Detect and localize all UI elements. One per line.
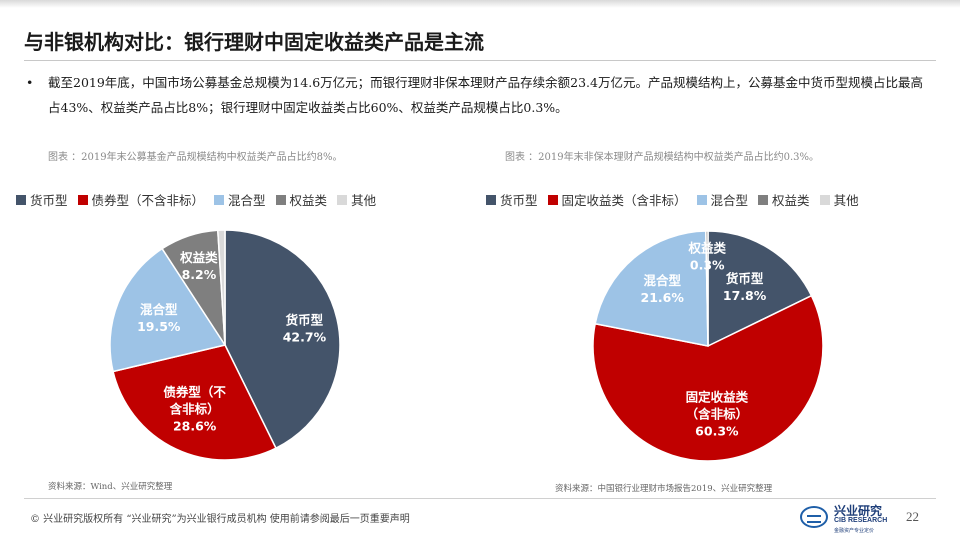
data-label-权益类: 权益类	[179, 250, 218, 265]
data-label-权益类: 8.2%	[182, 267, 217, 282]
legend-item-3: 权益类	[758, 190, 810, 209]
legend-label: 权益类	[772, 193, 810, 208]
legend-swatch-icon	[77, 194, 88, 205]
chart1-legend: 货币型 债券型（不含非标） 混合型 权益类 其他	[16, 190, 386, 209]
data-label-债券型不含非标: 含非标）	[169, 402, 220, 417]
chart2-legend: 货币型 固定收益类（含非标） 混合型 权益类 其他	[486, 190, 869, 209]
pie-slice-其他	[216, 229, 226, 346]
data-label-货币型: 货币型	[286, 312, 324, 327]
chart1-source: 资料来源：Wind、兴业研究整理	[48, 482, 173, 492]
legend-swatch-icon	[696, 194, 707, 205]
legend-item-4: 其他	[819, 190, 859, 209]
data-label-混合型: 19.5%	[137, 319, 181, 334]
data-label-权益类: 权益类	[687, 241, 726, 256]
legend-swatch-icon	[16, 194, 26, 205]
data-label-固定收益类含非标: （含非标）	[686, 406, 749, 421]
legend-swatch-icon	[337, 194, 348, 205]
pie-slice-债券型不含非标	[112, 344, 277, 461]
data-label-混合型: 混合型	[140, 302, 178, 317]
logo-en: CIB RESEARCH	[834, 517, 888, 524]
pie-slice-混合型	[109, 247, 227, 373]
legend-item-0: 货币型	[486, 190, 538, 209]
chart1-caption: 图表 ：2019年末公募基金产品规模结构中权益类产品占比约8%。	[48, 152, 343, 163]
legend-label: 固定收益类（含非标）	[561, 193, 687, 208]
summary-text: 截至2019年底，中国市场公募基金总规模为14.6万亿元；而银行理财非保本理财产…	[48, 75, 923, 115]
legend-item-3: 权益类	[275, 190, 328, 209]
title-divider	[24, 60, 936, 61]
legend-swatch-icon	[547, 194, 558, 205]
legend-item-4: 其他	[337, 190, 376, 209]
legend-label: 货币型	[500, 193, 538, 208]
bullet-marker: •	[26, 75, 34, 90]
legend-label: 货币型	[30, 193, 68, 208]
chart2-pie: 货币型 17.8% 固定收益类 （含非标） 60.3% 混合型 21.6% 权益类 0.3%	[592, 230, 824, 462]
chart2-caption: 图表 ：2019年末非保本理财产品规模结构中权益类产品占比约0.3%。	[505, 152, 820, 163]
legend-swatch-icon	[275, 194, 286, 205]
legend-label: 混合型	[710, 193, 749, 208]
pie-slice-货币型	[707, 230, 813, 348]
page-number: 22	[906, 509, 919, 524]
pie-slice-权益类	[705, 230, 709, 347]
chart2-source: 资料来源：中国银行业理财市场报告2019、兴业研究整理	[555, 484, 773, 494]
footer-divider	[24, 498, 936, 499]
legend-label: 其他	[833, 193, 859, 208]
legend-item-2: 混合型	[696, 190, 749, 209]
cib-research-logo: 兴业研究 CIB RESEARCH 金融资产专业定价	[800, 500, 896, 536]
data-label-货币型: 42.7%	[283, 329, 327, 344]
top-shadow	[0, 0, 960, 8]
legend-swatch-icon	[758, 194, 769, 205]
data-label-货币型: 17.8%	[723, 288, 767, 303]
chart1-pie: 货币型 42.7% 债券型（不含非标） 28.6% 混合型 19.5% 权益类 8.2%	[109, 229, 341, 461]
page-title: 与非银机构对比：银行理财中固定收益类产品是主流	[24, 30, 484, 54]
data-label-货币型: 货币型	[726, 271, 764, 286]
data-label-固定收益类含非标: 固定收益类	[686, 389, 749, 404]
legend-swatch-icon	[214, 194, 225, 205]
data-label-混合型: 21.6%	[641, 290, 685, 305]
legend-label: 混合型	[228, 193, 266, 208]
data-label-权益类: 0.3%	[690, 258, 725, 273]
logo-mark-icon	[800, 506, 828, 528]
pie-slice-混合型	[594, 230, 709, 347]
data-label-债券型不含非标: 债券型（不	[163, 385, 226, 400]
legend-swatch-icon	[486, 194, 496, 205]
legend-label: 权益类	[289, 193, 328, 208]
legend-label: 债券型（不含非标）	[91, 193, 205, 208]
data-label-混合型: 混合型	[643, 273, 681, 288]
logo-cn: 兴业研究	[834, 504, 883, 518]
pie-slice-货币型	[224, 229, 341, 450]
legend-item-1: 固定收益类（含非标）	[547, 190, 687, 209]
data-label-债券型不含非标: 28.6%	[173, 419, 217, 434]
legend-item-2: 混合型	[214, 190, 266, 209]
footer-text: © 兴业研究版权所有 “兴业研究”为兴业银行成员机构 使用前请参阅最后一页重要声…	[30, 514, 410, 525]
data-label-固定收益类含非标: 60.3%	[695, 423, 739, 438]
pie-slice-固定收益类含非标	[592, 294, 824, 462]
legend-item-0: 货币型	[16, 190, 68, 209]
legend-item-1: 债券型（不含非标）	[77, 190, 205, 209]
legend-label: 其他	[351, 193, 377, 208]
legend-swatch-icon	[819, 194, 830, 205]
logo-sub: 金融资产专业定价	[834, 528, 875, 534]
